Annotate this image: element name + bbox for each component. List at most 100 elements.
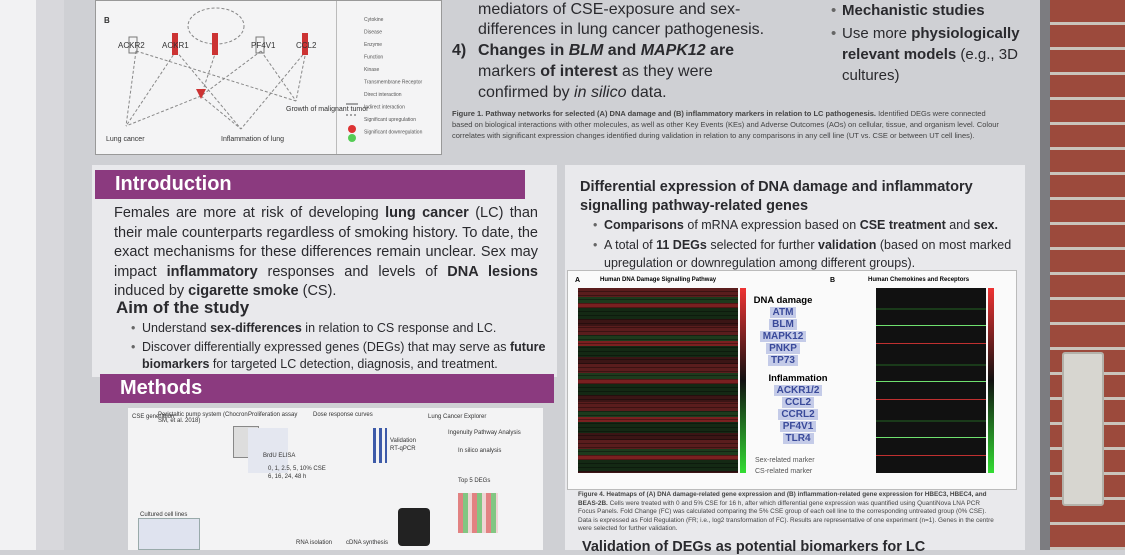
text-run: markers bbox=[478, 63, 541, 80]
text-run: in relation to CS response and LC. bbox=[301, 321, 497, 335]
network-diagram: B ACKR2 ACKR1 PF4V1 CCL2 Lung cancer Inf… bbox=[104, 1, 423, 154]
legend-label: Enzyme bbox=[364, 42, 382, 48]
methods-label: Cultured cell lines bbox=[140, 512, 188, 518]
heatmap-b bbox=[876, 288, 986, 473]
network-figure: B ACKR2 ACKR1 PF4V1 CCL2 Lung cancer Inf… bbox=[95, 0, 442, 155]
text-run: Females are more at risk of developing bbox=[114, 205, 386, 221]
conclusion-item-3: mediators of CSE-exposure and sex-differ… bbox=[478, 0, 788, 40]
color-scale bbox=[740, 288, 746, 473]
methods-diagram: CSE generation Peristaltic pump system (C… bbox=[128, 408, 543, 550]
subheading: Aim of the study bbox=[116, 298, 250, 317]
text-run: (based on most marked upregulation or do… bbox=[604, 238, 1012, 270]
text-run: Changes in bbox=[478, 42, 569, 59]
text-run: Cells were treated with 0 and 5% CSE for… bbox=[578, 499, 994, 533]
methods-label: cDNA synthesis bbox=[346, 540, 389, 546]
text-run: sex. bbox=[973, 218, 998, 232]
methods-label: CSE generation bbox=[132, 414, 175, 420]
text-run: cigarette smoke bbox=[188, 283, 299, 299]
text-run: (e.g., 3D cultures) bbox=[842, 46, 1018, 84]
figure-caption: Figure 4. Heatmaps of (A) DNA damage-rel… bbox=[578, 491, 998, 534]
bullet-item: Mechanistic studies bbox=[831, 0, 1042, 21]
text-run: selected for further bbox=[706, 238, 819, 252]
bullet-item: Discover differentially expressed genes … bbox=[131, 339, 562, 373]
methods-label: 6, 16, 24, 48 h bbox=[268, 474, 307, 480]
node-label: PF4V1 bbox=[251, 41, 276, 50]
poster-edge bbox=[1040, 0, 1050, 550]
methods-label: RNA isolation bbox=[296, 540, 333, 546]
legend-label: Cytokine bbox=[364, 17, 384, 23]
methods-label: Peristaltic pump system (Chocron SM, et … bbox=[158, 412, 248, 424]
text-run: 11 DEGs bbox=[656, 238, 707, 252]
methods-label: Top 5 DEGs bbox=[458, 478, 491, 484]
text-run: Use more bbox=[842, 25, 912, 42]
gene-label: ATM bbox=[769, 307, 797, 318]
text-run: and bbox=[945, 218, 974, 232]
legend-label: Transmembrane Receptor bbox=[364, 80, 423, 86]
heatmap-figure: A Human DNA Damage Signalling Pathway B … bbox=[567, 270, 1017, 490]
text-run: A total of bbox=[604, 238, 657, 252]
methods-label: 0, 1, 2.5, 5, 10% CSE bbox=[268, 466, 326, 472]
methods-label: In silico analysis bbox=[458, 448, 502, 454]
gene-label: BLM bbox=[769, 319, 797, 330]
section-header: Introduction bbox=[95, 170, 525, 199]
text-run: Comparisons bbox=[604, 218, 684, 232]
text-run: in silico bbox=[574, 84, 627, 101]
text-run: future biomarkers bbox=[142, 340, 546, 371]
panel-title: Human DNA Damage Signalling Pathway bbox=[600, 277, 717, 283]
item-number: 4) bbox=[452, 42, 467, 59]
methods-label: Validation bbox=[390, 438, 416, 444]
bullet-item: Use more physiologically relevant models… bbox=[831, 23, 1042, 86]
methods-label: BrdU ELISA bbox=[263, 453, 296, 459]
gene-label: CCRL2 bbox=[778, 409, 818, 420]
text-run: Figure 1. Pathway networks for selected … bbox=[452, 109, 876, 118]
future-directions: Mechanistic studies Use more physiologica… bbox=[830, 0, 1042, 88]
methods-label: Lung Cancer Explorer bbox=[428, 414, 487, 420]
node-label: Inflammation of lung bbox=[221, 136, 284, 143]
text-run: as they were confirmed by bbox=[478, 63, 713, 101]
text-run: physiologically relevant models bbox=[842, 25, 1020, 63]
methods-label: Ingenuity Pathway Analysis bbox=[448, 430, 521, 436]
node-label: CCL2 bbox=[296, 41, 317, 50]
text-run: lung cancer bbox=[385, 205, 469, 221]
panel-label: A bbox=[575, 277, 581, 284]
legend-label: Significant upregulation bbox=[364, 117, 416, 123]
node-label: ACKR1 bbox=[162, 41, 189, 50]
gene-label: PF4V1 bbox=[779, 421, 817, 432]
text-run: validation bbox=[818, 238, 877, 252]
wall-switch bbox=[1062, 352, 1104, 506]
intro-paragraph: Females are more at risk of developing l… bbox=[114, 204, 538, 302]
gene-label: PNKP bbox=[766, 343, 800, 354]
results-heading: Differential expression of DNA damage an… bbox=[580, 179, 973, 214]
text-run: Understand bbox=[142, 321, 211, 335]
text-run: sex-differences bbox=[210, 321, 302, 335]
gene-label: TP73 bbox=[768, 355, 798, 366]
text-run: and bbox=[603, 42, 641, 59]
gene-label: MAPK12 bbox=[759, 331, 807, 342]
legend-label: Significant downregulation bbox=[364, 130, 423, 136]
methods-label: Proliferation assay bbox=[248, 412, 298, 418]
receptor-icons bbox=[172, 33, 308, 99]
panel-title: Human Chemokines and Receptors bbox=[868, 277, 970, 283]
text-run: Figure 4. Heatmaps of (A) DNA damage-rel… bbox=[578, 491, 987, 507]
legend-label: Direct interaction bbox=[364, 92, 402, 98]
node-label: Lung cancer bbox=[106, 136, 145, 143]
text-run: responses and levels of bbox=[257, 263, 448, 280]
figure-caption: Figure 1. Pathway networks for selected … bbox=[452, 108, 1002, 141]
text-run: are bbox=[705, 42, 735, 59]
text-run: Mechanistic studies bbox=[842, 2, 985, 19]
text-run: induced by bbox=[114, 283, 189, 299]
legend-label: Indirect interaction bbox=[364, 105, 405, 111]
text-run: of interest bbox=[540, 63, 618, 80]
gene-group-heading: DNA damage bbox=[753, 295, 813, 306]
methods-label: RT-qPCR bbox=[390, 446, 416, 452]
text-run: for targeted LC detection, diagnosis, an… bbox=[209, 357, 498, 371]
text-run: mediators of CSE-exposure and sex-differ… bbox=[478, 1, 765, 38]
conclusion-item-4: Changes in BLM and MAPK12 are markers of… bbox=[478, 40, 763, 103]
legend-label: Function bbox=[364, 55, 383, 61]
text-run: (LC) than their male counterparts regard… bbox=[114, 205, 538, 280]
text-run: of mRNA expression based on bbox=[683, 218, 860, 232]
gene-label: CCL2 bbox=[781, 397, 815, 408]
text-run: BLM bbox=[568, 42, 604, 59]
gene-label: ACKR1/2 bbox=[773, 385, 823, 396]
